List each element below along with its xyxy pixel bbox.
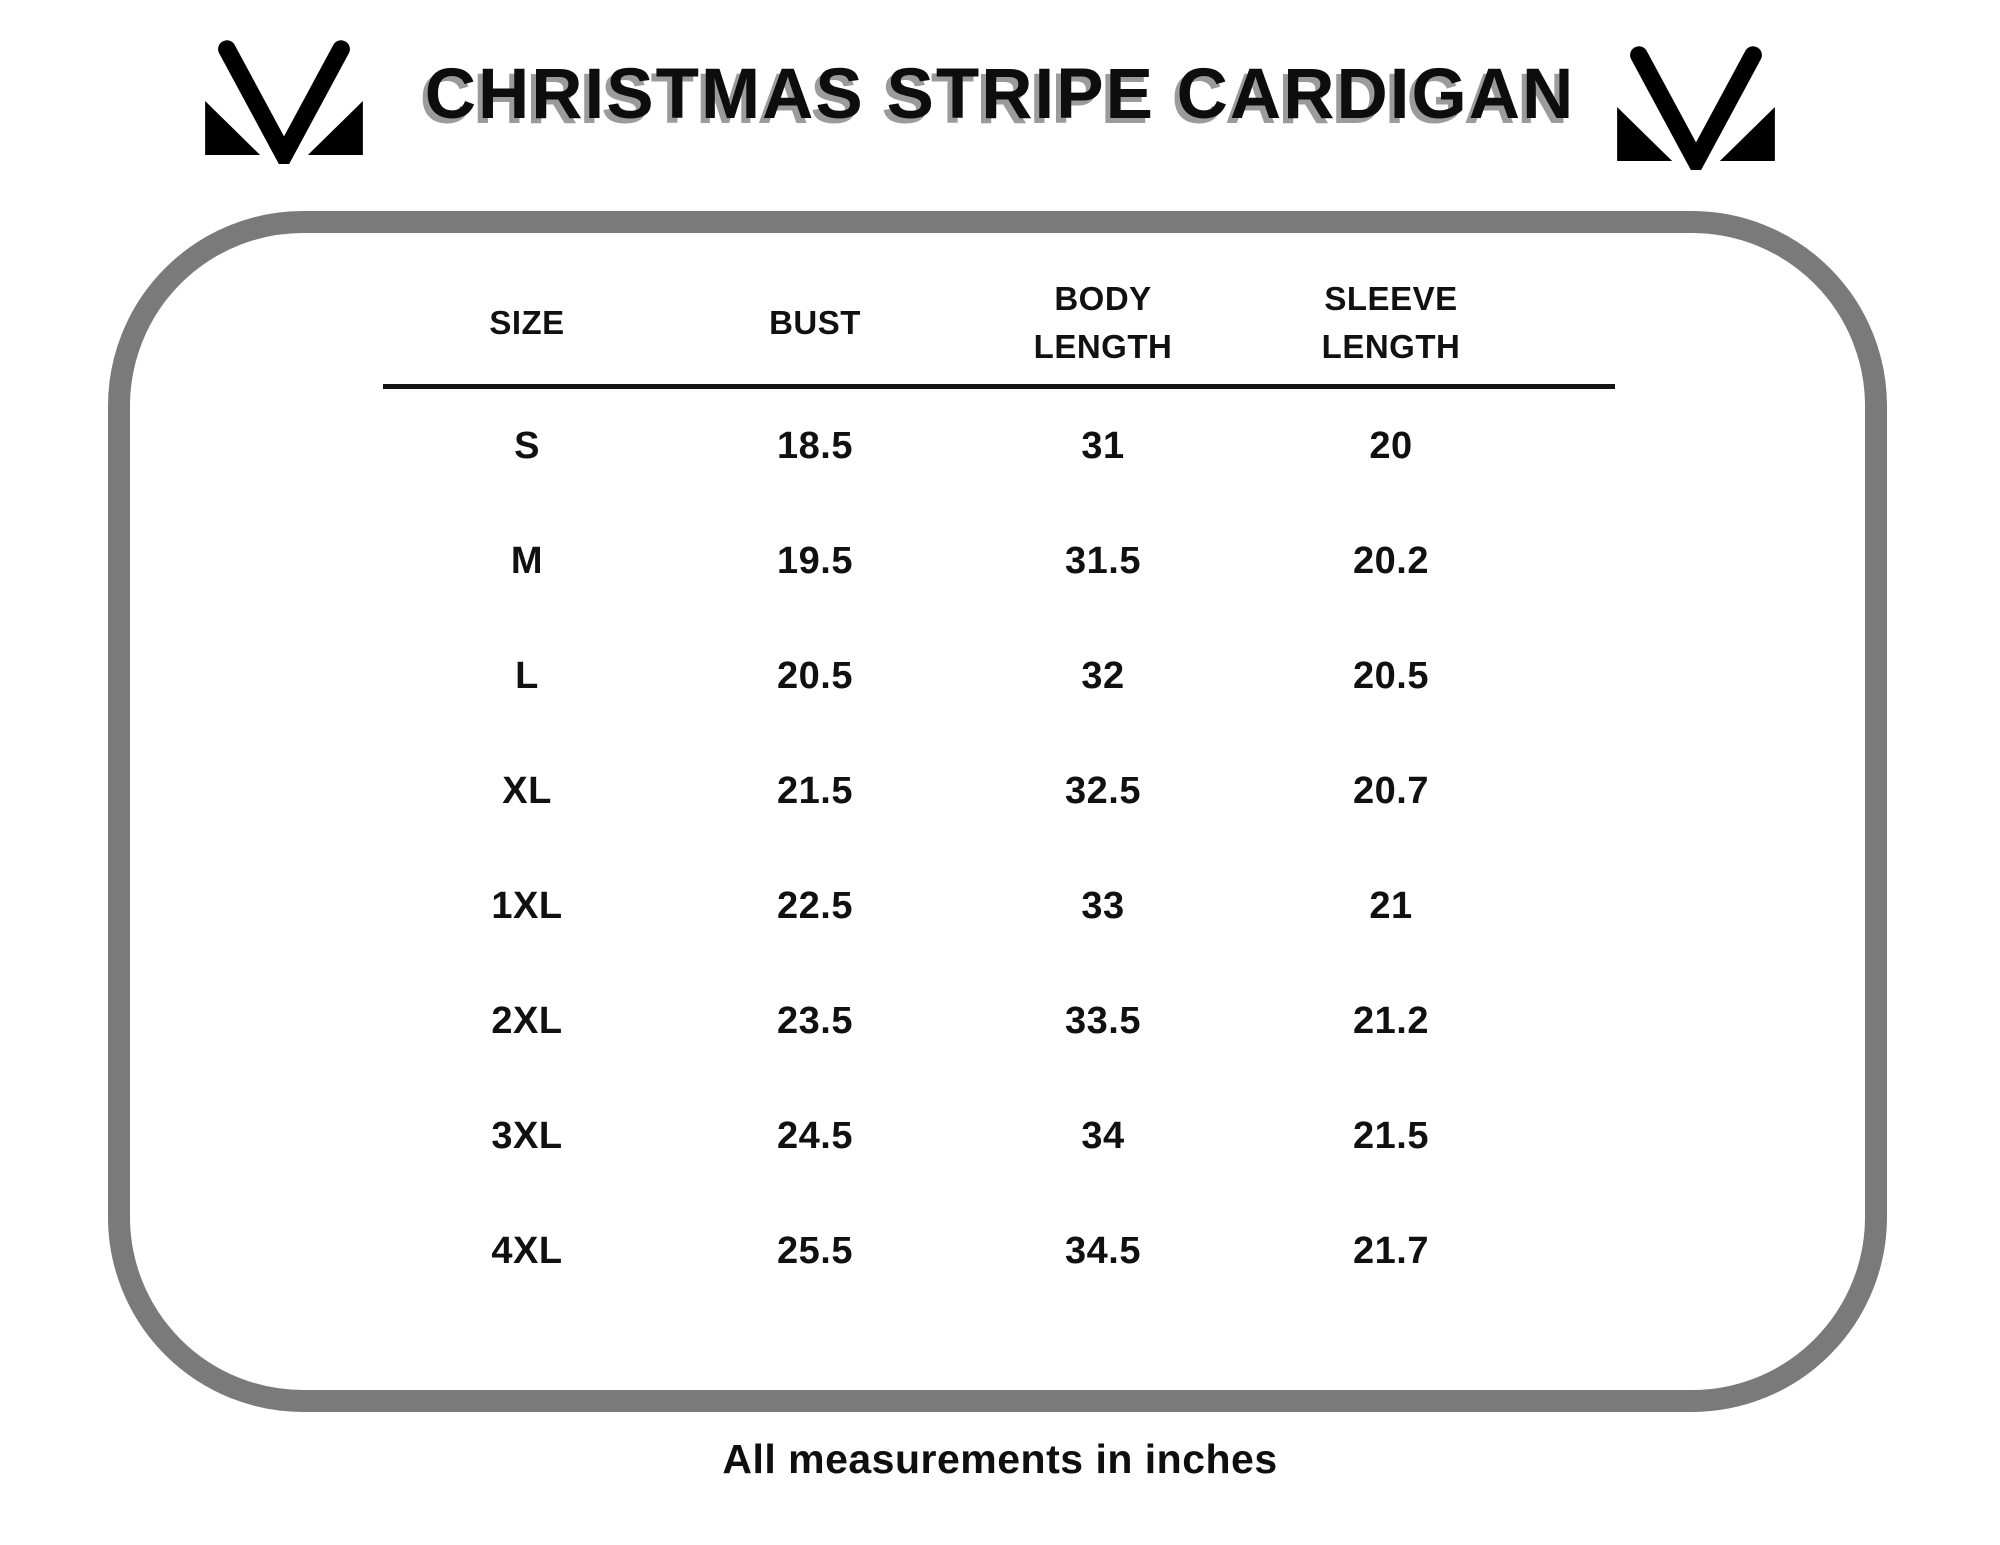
table-row: XL 21.5 32.5 20.7 [383, 734, 1615, 849]
measurement-cell: 18.5 [777, 425, 853, 467]
header-divider [383, 384, 1615, 389]
table-row: 4XL 25.5 34.5 21.7 [383, 1194, 1615, 1309]
size-label-cell: S [514, 425, 540, 467]
rounded-frame [108, 211, 1887, 1412]
size-label-cell: L [515, 655, 539, 697]
measurement-cell: 20 [1369, 425, 1413, 467]
measurement-cell: 20.5 [1353, 655, 1429, 697]
measurement-cell: 20.7 [1353, 770, 1429, 812]
brand-logo-left [202, 38, 366, 164]
measurement-cell: 31.5 [1065, 540, 1141, 582]
measurement-cell: 25.5 [777, 1230, 853, 1272]
column-header: BUST [769, 304, 861, 342]
table-body: S 18.5 31 20 M 19.5 31.5 20.2 L 20.5 32 20.5 XL 21.5 3… [383, 389, 1615, 1309]
measurement-cell: 33 [1081, 885, 1125, 927]
table-row: L 20.5 32 20.5 [383, 619, 1615, 734]
measurement-cell: 20.2 [1353, 540, 1429, 582]
measurement-cell: 32.5 [1065, 770, 1141, 812]
size-label-cell: 2XL [491, 1000, 563, 1042]
table-header-row: SIZE BUST BODY LENGTH SLEEVE LENGTH [383, 268, 1615, 378]
measurement-cell: 31 [1081, 425, 1125, 467]
measurement-cell: 21.5 [1353, 1115, 1429, 1157]
brand-logo-right [1614, 44, 1778, 170]
measurement-cell: 34.5 [1065, 1230, 1141, 1272]
size-label-cell: 3XL [491, 1115, 563, 1157]
size-label-cell: XL [502, 770, 552, 812]
table-row: S 18.5 31 20 [383, 389, 1615, 504]
table-row: 2XL 23.5 33.5 21.2 [383, 964, 1615, 1079]
measurement-cell: 33.5 [1065, 1000, 1141, 1042]
measurement-cell: 24.5 [777, 1115, 853, 1157]
size-table: SIZE BUST BODY LENGTH SLEEVE LENGTH S 18.5 31… [383, 268, 1615, 1309]
column-header: BODY LENGTH [1033, 280, 1173, 365]
column-header: SIZE [489, 304, 565, 342]
measurement-cell: 34 [1081, 1115, 1125, 1157]
measurement-cell: 21.7 [1353, 1230, 1429, 1272]
column-header: SLEEVE LENGTH [1321, 280, 1461, 365]
measurement-cell: 20.5 [777, 655, 853, 697]
measurement-cell: 21 [1369, 885, 1413, 927]
size-label-cell: M [510, 540, 544, 582]
table-row: 1XL 22.5 33 21 [383, 849, 1615, 964]
table-row: M 19.5 31.5 20.2 [383, 504, 1615, 619]
table-row: 3XL 24.5 34 21.5 [383, 1079, 1615, 1194]
footnote: All measurements in inches [722, 1436, 1278, 1482]
size-label-cell: 1XL [491, 885, 563, 927]
measurement-cell: 23.5 [777, 1000, 853, 1042]
measurement-cell: 21.5 [777, 770, 853, 812]
measurement-cell: 32 [1081, 655, 1125, 697]
measurement-cell: 19.5 [777, 540, 853, 582]
measurement-cell: 21.2 [1353, 1000, 1429, 1042]
size-label-cell: 4XL [491, 1230, 563, 1272]
page-title: CHRISTMAS STRIPE CARDIGAN [424, 55, 1576, 134]
m-monogram-icon [205, 40, 363, 164]
measurement-cell: 22.5 [777, 885, 853, 927]
m-monogram-icon [1617, 46, 1775, 170]
